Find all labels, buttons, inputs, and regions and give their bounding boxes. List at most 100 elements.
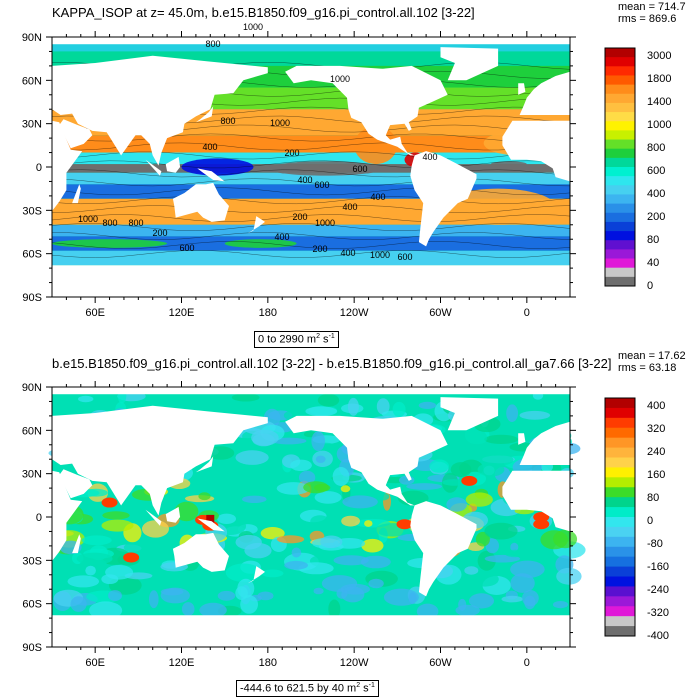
field-patch <box>340 485 351 493</box>
contour-line <box>51 151 570 160</box>
field-patch <box>101 497 118 508</box>
field-patch <box>181 158 254 176</box>
field-patch <box>217 513 237 524</box>
field-patch <box>76 552 113 565</box>
field-patch <box>231 393 260 402</box>
land-mask <box>410 501 477 597</box>
contour-label: 400 <box>370 192 385 202</box>
field-patch <box>446 497 468 512</box>
contour-label: 400 <box>422 152 437 162</box>
field-patch <box>315 455 326 463</box>
field-patch <box>240 595 258 614</box>
colorbar-swatch <box>605 157 635 168</box>
contour-label: 1000 <box>243 22 263 32</box>
contour-label: 400 <box>202 142 217 152</box>
field-patch <box>408 592 417 605</box>
field-patch <box>314 491 342 504</box>
field-patch <box>347 397 359 416</box>
colorbar-swatch <box>605 507 635 518</box>
field-patch <box>78 395 94 403</box>
map-plot: 90N 60N 30N 0 30S 60S 90S 60E 120E 180 120W 60W 0 <box>21 381 586 669</box>
land-mask <box>106 132 136 156</box>
contour-line <box>51 214 571 222</box>
land-mask <box>440 47 499 81</box>
field-patch <box>556 567 582 585</box>
contour-label: 200 <box>152 228 167 238</box>
field-patch <box>276 482 311 495</box>
contour-label: 400 <box>342 202 357 212</box>
colorbar-label: 200 <box>647 211 665 223</box>
field-patch <box>317 393 340 407</box>
colorbar-swatch <box>605 398 635 409</box>
contour-line <box>51 169 571 178</box>
colorbar-swatch <box>605 93 635 104</box>
field-patch <box>290 459 312 471</box>
field-patch <box>252 433 275 447</box>
field-patch <box>298 470 316 485</box>
land-mask <box>52 265 570 297</box>
lat-label: 30S <box>22 555 42 567</box>
colorbar-swatch <box>605 112 635 122</box>
colorbar-label: -240 <box>647 584 669 596</box>
field-patch <box>342 495 378 509</box>
land-mask <box>512 71 570 115</box>
contour-line <box>51 205 571 214</box>
colorbar-swatch <box>605 596 635 607</box>
field-patch <box>332 467 350 486</box>
field-patch <box>471 572 499 587</box>
colorbar-swatch <box>605 576 635 587</box>
colorbar-label: -320 <box>647 607 669 619</box>
field-patch <box>217 590 236 601</box>
contour-label: 800 <box>220 116 235 126</box>
field-patch <box>67 575 100 588</box>
field-patch <box>174 501 199 522</box>
contour-label: 400 <box>274 232 289 242</box>
field-patch <box>311 431 326 451</box>
field-patch <box>501 595 523 603</box>
field-band <box>52 135 570 153</box>
colorbar-label: 1400 <box>647 96 671 108</box>
contour-line <box>51 160 571 169</box>
lat-label: 60S <box>22 599 42 611</box>
colorbar-label: 1800 <box>647 73 671 85</box>
lon-label: 180 <box>259 657 277 669</box>
colorbar-swatch <box>605 546 635 558</box>
lon-label: 180 <box>259 307 277 319</box>
contour-line <box>51 187 571 196</box>
field-patch <box>320 535 343 549</box>
colorbar-label: -80 <box>647 538 663 550</box>
field-patch <box>364 520 373 527</box>
land-mask <box>502 470 570 532</box>
contour-line <box>51 196 571 205</box>
land-mask <box>106 482 136 506</box>
field-patch <box>461 475 478 486</box>
contour-line <box>51 250 571 258</box>
land-mask <box>52 405 268 516</box>
contour-line <box>51 178 571 187</box>
colorbar-swatch <box>605 526 635 538</box>
land-mask <box>502 120 570 182</box>
lat-label: 90S <box>22 292 42 304</box>
colorbar-swatch <box>605 457 635 468</box>
lat-label: 30N <box>22 119 42 131</box>
colorbar-swatch <box>605 48 635 58</box>
colorbar-swatch <box>605 467 635 478</box>
contour-label: 1000 <box>78 214 98 224</box>
field-patch <box>235 586 248 600</box>
field-patch <box>207 446 235 460</box>
colorbar-swatch <box>605 437 635 448</box>
field-patch <box>490 161 527 167</box>
field-patch <box>181 602 195 617</box>
field-patch <box>313 587 324 595</box>
contour-label: 200 <box>292 212 307 222</box>
field-patch <box>102 511 130 520</box>
field-patch <box>310 515 330 528</box>
colorbar-swatch <box>605 57 635 67</box>
contour-label: 1000 <box>315 218 335 228</box>
land-mask <box>165 506 181 523</box>
field-patch <box>464 566 479 575</box>
colorbar-swatch <box>605 203 635 214</box>
contour-label: 200 <box>312 244 327 254</box>
land-mask <box>518 83 526 95</box>
field-patch <box>553 601 568 609</box>
